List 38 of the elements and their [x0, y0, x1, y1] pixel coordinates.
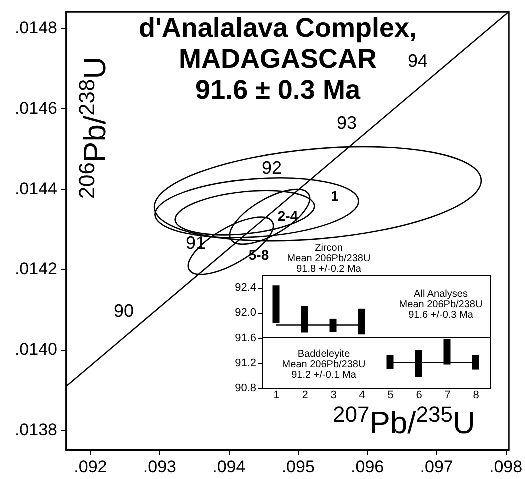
x-tick-label: 1	[274, 390, 280, 402]
annotation: 90	[114, 301, 134, 321]
annotation: 1	[331, 188, 340, 204]
y-tick-label: .0142	[14, 260, 58, 279]
x-tick-label: 4	[359, 390, 366, 402]
x-tick-label: .097	[420, 458, 454, 476]
annotation: Baddeleyite Mean 206Pb/238U 91.2 +/-0.1 Ma	[282, 349, 366, 381]
x-tick-label: 6	[416, 390, 422, 402]
y-tick-label: .0148	[14, 18, 58, 38]
x-tick-label: .096	[351, 458, 384, 476]
x-tick-label: .092	[74, 458, 108, 476]
x-tick-label: 5	[388, 390, 394, 402]
y-tick-label: 92.0	[235, 307, 256, 320]
x-tick-label: .095	[282, 458, 315, 476]
x-axis-title: $^{207}$Pb/$^{235}$U	[333, 402, 476, 442]
y-tick-label: .0146	[14, 98, 58, 118]
y-tick-label: .0138	[14, 420, 58, 440]
x-tick-label: .098	[489, 458, 523, 476]
annotation: Zircon Mean 206Pb/238U 91.8 +/-0.2 Ma	[287, 243, 371, 275]
annotation: 92	[262, 158, 282, 178]
x-tick-label: 7	[444, 390, 451, 402]
y-tick-label: 91.2	[235, 357, 256, 370]
y-tick-label: 91.6	[235, 332, 256, 344]
annotation: 2-4	[278, 208, 298, 224]
x-tick-label: .094	[212, 458, 246, 476]
annotation: All Analyses Mean 206Pb/238U 91.6 +/-0.3 Ma	[399, 289, 483, 321]
y-tick-label: .0140	[14, 340, 58, 360]
x-tick-label: 3	[330, 390, 337, 402]
annotation: 94	[408, 51, 428, 71]
annotation: 93	[336, 113, 358, 133]
x-tick-label: 8	[473, 390, 480, 402]
x-tick-label: .093	[143, 458, 176, 476]
x-tick-label: 2	[302, 390, 308, 402]
annotation: 5-8	[248, 247, 270, 263]
annotation: 91	[186, 233, 206, 253]
y-tick-label: .0144	[14, 179, 58, 198]
y-tick-label: 90.8	[235, 382, 256, 394]
y-tick-label: 92.4	[235, 282, 256, 294]
